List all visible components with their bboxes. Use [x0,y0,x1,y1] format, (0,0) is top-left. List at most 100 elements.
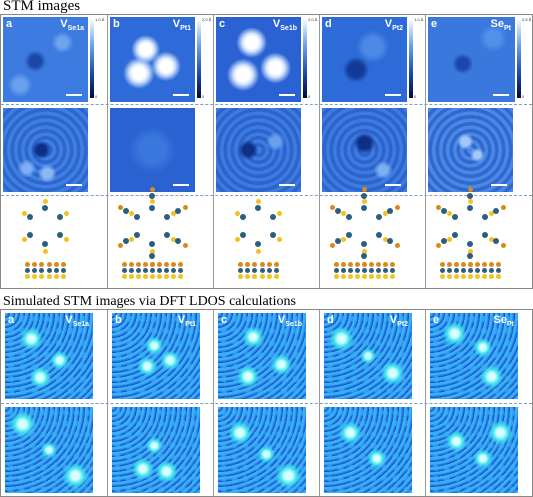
stm-image-panel: d VPt2 [322,17,407,102]
sim-image-panel: d VPt2 [324,313,412,399]
side-view-atom-marker [383,268,388,273]
side-view-atom-marker [274,262,279,267]
pt-atom-marker [335,208,341,214]
stm-zoom-panel [110,108,195,192]
side-view-atom-marker [383,274,388,279]
side-view-atom-marker [143,268,148,273]
scale-bar [279,184,295,186]
side-view-atom-marker [266,262,272,267]
pt-atom-marker [467,241,473,247]
side-view-atom-marker [440,262,445,267]
pt-atom-marker [361,253,367,259]
side-view-atom-marker [362,262,367,267]
pt-atom-marker [123,238,129,244]
side-view-atom-marker [53,274,59,279]
panel-letter: c [219,18,226,30]
se-atom-marker [447,211,452,217]
side-view-atom-marker [468,262,473,267]
panel-letter: c [221,314,228,326]
side-view-atom-marker [252,268,258,273]
side-view-atom-marker [475,262,480,267]
side-view-atom-marker [164,268,169,273]
colorbar [90,18,94,98]
stm-row-divider-2 [1,195,532,196]
side-view-atom-marker [252,262,258,267]
defect-label: SePt [491,18,511,32]
side-view-atom-marker [440,268,445,273]
pt-atom-marker [164,232,170,238]
side-view-atom-marker [496,274,501,279]
side-view-atom-marker [171,262,176,267]
defect-symbol: V [60,18,68,30]
se-atom-marker [150,186,155,192]
pt-atom-marker [240,232,246,238]
pt-atom-marker [493,238,499,244]
side-view-atom-marker [447,262,452,267]
pt-atom-marker [164,214,170,220]
se-atom-marker [64,236,69,242]
side-view-atom-marker [122,268,127,273]
pt-atom-marker [175,208,181,214]
pt-atom-marker [27,232,33,238]
colorbar [303,18,307,98]
se-atom-marker [341,211,346,217]
side-view-atom-marker [32,274,38,279]
pt-atom-marker [467,253,473,259]
colorbar-max-label: 2.0 Å [308,17,318,22]
se-atom-marker [150,249,155,255]
side-view-atom-marker [266,274,272,279]
side-view-atom-marker [178,268,183,273]
side-view-atom-marker [171,268,176,273]
se-atom-marker [341,236,346,242]
defect-subscript: Se1a [72,321,89,329]
side-view-atom-marker [39,274,45,279]
pt-atom-marker [240,214,246,220]
se-atom-marker [500,242,506,248]
sim-col-divider-2 [213,310,214,496]
defect-label: VPt2 [385,18,403,32]
defect-symbol: V [65,314,73,326]
se-atom-marker [435,205,441,211]
stm-image-panel: b VPt1 [110,17,195,102]
side-view-atom-marker [164,274,169,279]
defect-subscript: Se1a [67,25,84,33]
side-view-atom-marker [341,274,346,279]
pt-atom-marker [270,214,276,220]
side-view-atom-marker [136,262,141,267]
side-view-atom-marker [369,268,374,273]
side-view-atom-marker [348,268,353,273]
side-view-atom-marker [164,262,169,267]
side-view-atom-marker [482,268,487,273]
pt-atom-marker [255,205,261,211]
side-view-atom-marker [150,274,155,279]
scale-bar [491,184,507,186]
se-atom-marker [489,236,494,242]
panel-letter: a [8,314,15,326]
se-atom-marker [383,211,388,217]
side-view-atom-marker [334,262,339,267]
se-atom-marker [182,242,188,248]
defect-label: SePt [494,314,514,328]
side-view-atom-marker [238,274,243,279]
sim-zoom-panel [5,407,93,493]
se-atom-marker [362,249,367,255]
se-atom-marker [117,205,123,211]
side-view-atom-marker [489,268,494,273]
se-atom-marker [329,242,335,248]
sim-image-panel: b VPt1 [112,313,200,399]
defect-label: VSe1a [60,18,84,32]
atomic-model [322,186,422,286]
defect-subscript: Pt [507,321,514,329]
side-view-atom-marker [334,274,339,279]
pt-atom-marker [361,241,367,247]
side-view-atom-marker [383,262,388,267]
side-view-atom-marker [489,274,494,279]
atomic-model [428,186,528,286]
side-view-atom-marker [46,268,52,273]
pt-atom-marker [387,238,393,244]
panel-letter: e [431,18,438,30]
side-view-atom-marker [376,274,381,279]
side-view-atom-marker [390,268,395,273]
side-view-atom-marker [266,268,272,273]
colorbar [517,18,521,98]
